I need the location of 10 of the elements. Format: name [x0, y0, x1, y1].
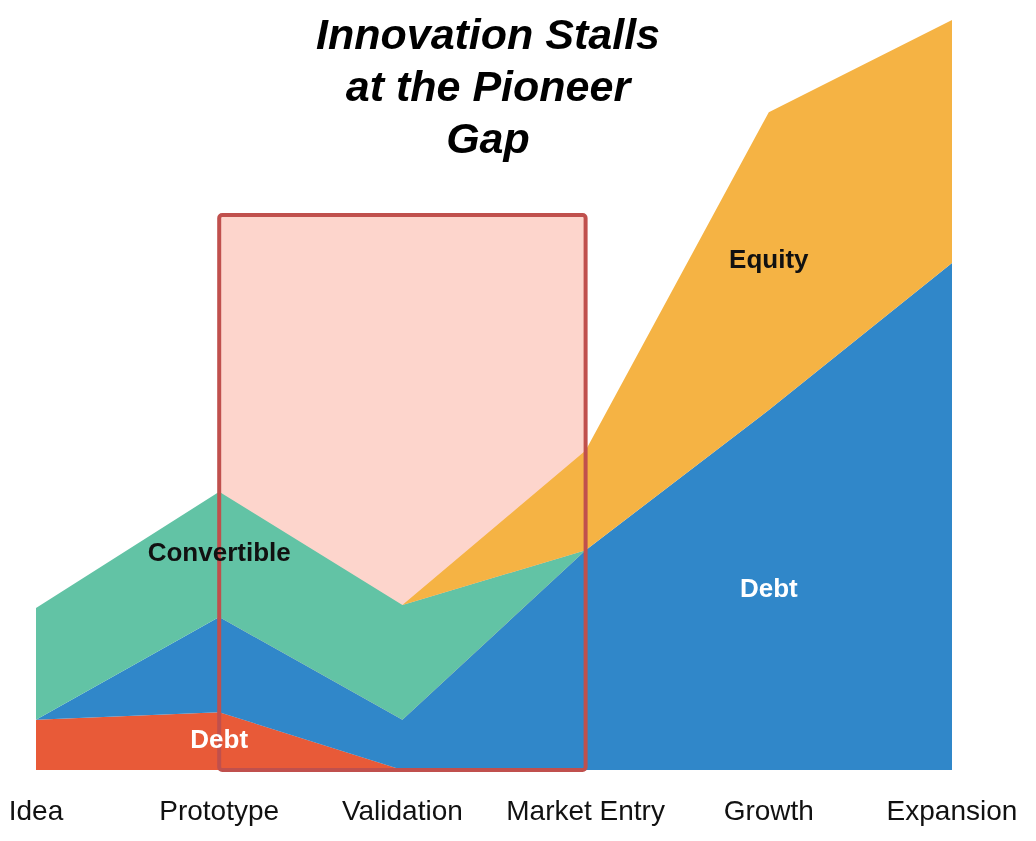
x-tick-label: Growth [723, 794, 814, 826]
series-label: Debt [739, 572, 799, 603]
x-tick-label: Idea [8, 794, 64, 826]
series-label: Equity [729, 244, 810, 274]
x-tick-label: Expansion [886, 794, 1018, 826]
text: Innovation Stalls at the Pioneer Gap [314, 9, 661, 164]
x-tick-label: Market Entry [506, 794, 665, 826]
series-label: Debt [190, 724, 249, 754]
x-tick-label: Validation [341, 794, 463, 826]
x-tick-label: Prototype [159, 794, 280, 826]
